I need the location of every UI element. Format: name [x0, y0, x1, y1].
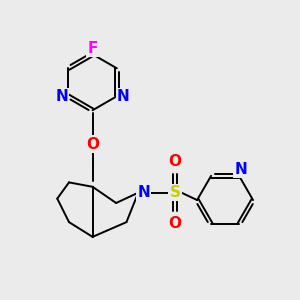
Text: N: N — [117, 89, 130, 104]
Text: O: O — [169, 216, 182, 231]
Text: N: N — [234, 162, 247, 177]
Text: S: S — [169, 185, 181, 200]
Text: N: N — [56, 89, 68, 104]
Text: N: N — [137, 185, 150, 200]
Text: F: F — [87, 41, 98, 56]
Text: O: O — [169, 154, 182, 169]
Text: O: O — [86, 136, 99, 152]
